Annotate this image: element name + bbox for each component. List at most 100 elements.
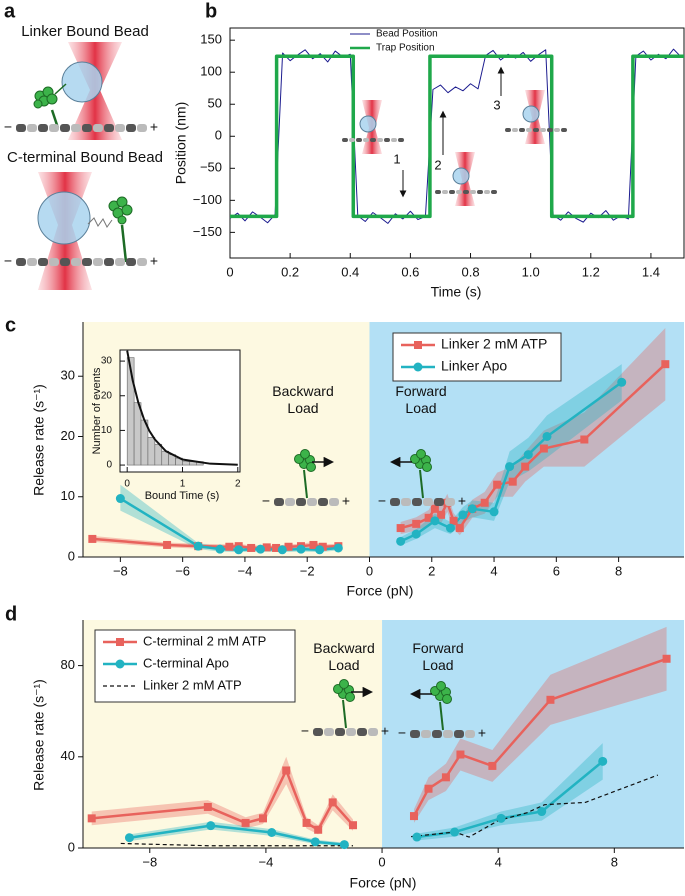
tubulin bbox=[368, 728, 378, 736]
x-tick-label: −8 bbox=[113, 563, 128, 578]
x-tick-label: 2 bbox=[235, 479, 241, 490]
tubulin bbox=[512, 128, 518, 132]
minus-end: − bbox=[262, 493, 270, 509]
tubulin bbox=[470, 190, 476, 194]
x-axis-label: Force (pN) bbox=[350, 875, 417, 891]
tubulin bbox=[49, 258, 59, 266]
plus-end: + bbox=[150, 119, 158, 135]
data-point bbox=[225, 542, 234, 551]
legend-label: Linker Apo bbox=[441, 358, 507, 374]
data-point bbox=[284, 542, 293, 551]
tubulin bbox=[423, 498, 433, 506]
data-point bbox=[215, 544, 225, 554]
data-point bbox=[302, 818, 311, 827]
data-point bbox=[456, 750, 465, 759]
data-point bbox=[546, 695, 555, 704]
tubulin bbox=[115, 124, 125, 132]
data-point bbox=[203, 802, 212, 811]
tubulin bbox=[547, 128, 553, 132]
linker bbox=[54, 83, 67, 95]
histogram-bar bbox=[154, 443, 163, 466]
y-tick-label: 10 bbox=[101, 425, 113, 436]
annotation-box: Forward Load bbox=[412, 640, 463, 673]
annotation: Backward Load bbox=[313, 640, 375, 673]
y-axis-label: Release rate (s⁻¹) bbox=[31, 679, 47, 791]
tubulin bbox=[16, 258, 26, 266]
data-point bbox=[411, 529, 421, 539]
plus-end: + bbox=[381, 723, 389, 739]
tubulin bbox=[296, 498, 306, 506]
histogram-bar bbox=[147, 437, 156, 466]
tubulin bbox=[445, 498, 455, 506]
tubulin bbox=[38, 124, 48, 132]
data-point bbox=[523, 450, 533, 460]
data-point bbox=[349, 821, 358, 830]
x-tick-label: −8 bbox=[142, 854, 157, 869]
data-point bbox=[458, 510, 468, 520]
tubulin bbox=[104, 258, 114, 266]
confidence-band bbox=[129, 821, 345, 847]
x-tick-label: 6 bbox=[553, 563, 560, 578]
y-tick-label: 100 bbox=[200, 64, 222, 79]
legend-label: C-terminal 2 mM ATP bbox=[143, 633, 266, 648]
tubulin bbox=[463, 190, 469, 194]
legend-label: Linker 2 mM ATP bbox=[441, 336, 547, 352]
data-point bbox=[115, 659, 125, 669]
y-tick-label: 20 bbox=[101, 390, 113, 401]
bead bbox=[522, 105, 540, 123]
data-point bbox=[272, 543, 281, 552]
data-point bbox=[193, 541, 203, 551]
y-tick-label: −150 bbox=[193, 224, 222, 239]
data-point bbox=[339, 840, 349, 850]
data-point bbox=[309, 540, 318, 549]
x-tick-label: −4 bbox=[258, 854, 273, 869]
plus-end: + bbox=[458, 493, 466, 509]
motor bbox=[33, 86, 58, 109]
x-tick-label: 0 bbox=[378, 854, 385, 869]
tubulin bbox=[456, 190, 462, 194]
data-point bbox=[396, 536, 406, 546]
data-point bbox=[124, 833, 134, 843]
x-tick-label: 0.4 bbox=[341, 264, 359, 279]
y-tick-label: 20 bbox=[61, 428, 75, 443]
data-point bbox=[412, 519, 421, 528]
legend-label: Linker 2 mM ATP bbox=[143, 677, 242, 692]
data-point bbox=[267, 827, 277, 837]
data-point bbox=[296, 544, 306, 554]
tubulin bbox=[519, 128, 525, 132]
data-point bbox=[508, 477, 517, 486]
tubulin bbox=[554, 128, 560, 132]
tubulin bbox=[93, 124, 103, 132]
y-axis-label: Position (nm) bbox=[173, 102, 189, 184]
tubulin bbox=[465, 730, 475, 738]
y-tick-label: 10 bbox=[61, 488, 75, 503]
y-tick-label: 0 bbox=[215, 128, 222, 143]
tubulin bbox=[285, 498, 295, 506]
tubulin bbox=[561, 128, 567, 132]
motor bbox=[300, 449, 310, 459]
tubulin bbox=[349, 138, 355, 142]
data-point bbox=[450, 827, 460, 837]
y-tick-label: −100 bbox=[193, 192, 222, 207]
x-axis-label: Time (s) bbox=[431, 284, 482, 300]
data-point bbox=[493, 480, 502, 489]
tubulin bbox=[421, 730, 431, 738]
tubulin bbox=[454, 730, 464, 738]
tubulin bbox=[363, 138, 369, 142]
tubulin bbox=[491, 190, 497, 194]
x-tick-label: 1.4 bbox=[642, 264, 660, 279]
tubulin bbox=[324, 728, 334, 736]
x-tick-label: 2 bbox=[428, 563, 435, 578]
stalk bbox=[120, 224, 128, 263]
data-point bbox=[413, 362, 423, 372]
annotation-box: Backward Load bbox=[272, 383, 333, 416]
data-point bbox=[328, 798, 337, 807]
motor bbox=[108, 196, 133, 225]
y-tick-label: 40 bbox=[61, 748, 75, 763]
y-axis-label: Release rate (s⁻¹) bbox=[31, 384, 47, 496]
y-tick-label: 0 bbox=[68, 548, 75, 563]
tubulin bbox=[137, 124, 147, 132]
panel-label: b bbox=[205, 0, 217, 22]
